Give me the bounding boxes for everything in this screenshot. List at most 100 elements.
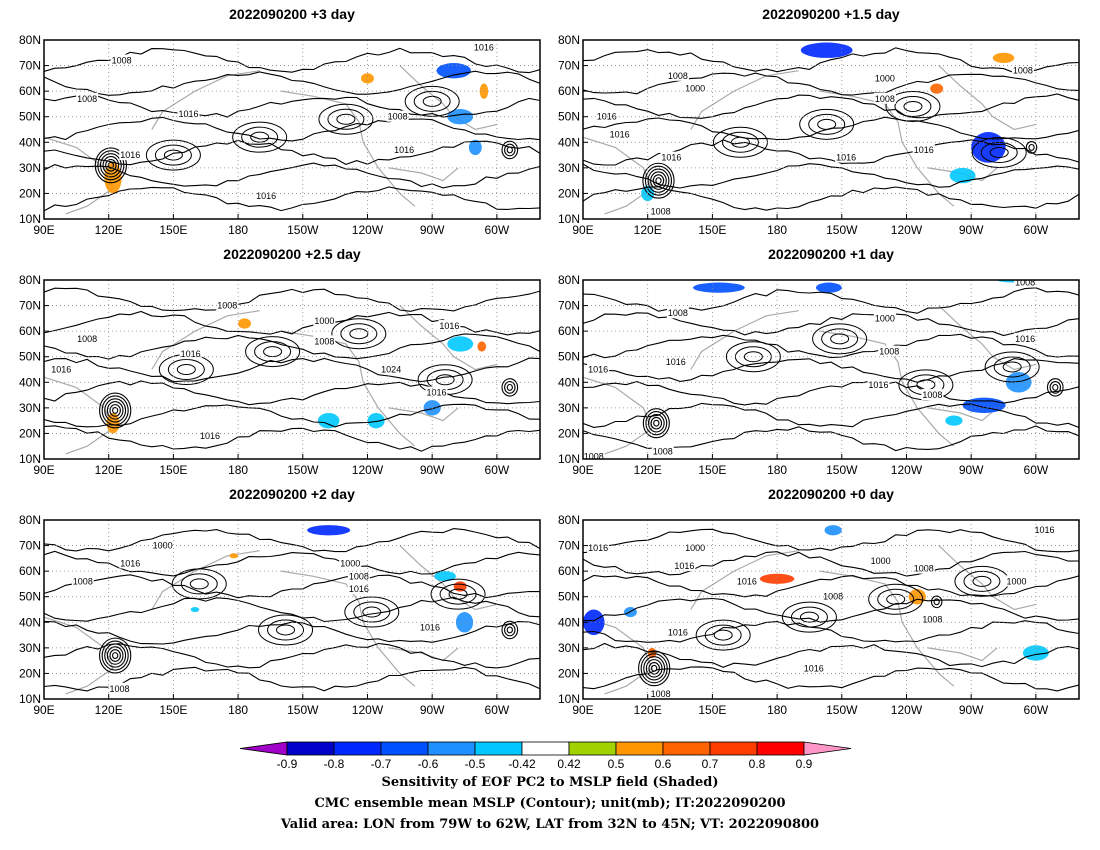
isobar-label: 1000 [871, 556, 891, 566]
colorbar-label: -0.7 [371, 757, 392, 770]
y-tick-label: 70N [19, 59, 41, 73]
closed-isobar [643, 656, 666, 681]
sensitivity-cluster [692, 282, 745, 293]
isobar-line [583, 358, 1079, 383]
closed-isobar [885, 90, 941, 122]
closed-isobar [109, 404, 121, 417]
closed-isobar [344, 596, 400, 628]
x-tick-label: 120W [891, 703, 923, 717]
x-tick-label: 90W [420, 223, 445, 237]
isobar-label: 1008 [651, 206, 671, 216]
isobar-label-bg [873, 72, 896, 84]
sensitivity-cluster [317, 412, 340, 429]
colorbar-box [615, 741, 664, 756]
isobar-label-bg [921, 613, 944, 625]
closed-isobar [504, 381, 516, 394]
isobar-line [44, 95, 540, 118]
panel-title: 2022090200 +1.5 day [762, 6, 900, 22]
sensitivity-cluster [945, 415, 963, 426]
x-tick-label: 120W [891, 223, 923, 237]
x-tick-label: 150W [287, 223, 319, 237]
closed-isobar [652, 174, 665, 187]
isobar-label: 1008 [668, 308, 688, 318]
closed-isobar [506, 146, 513, 154]
y-tick-label: 10N [558, 692, 580, 706]
sensitivity-cluster [468, 139, 482, 156]
closed-isobar [642, 162, 675, 199]
isobar-line [44, 116, 540, 142]
closed-isobar [245, 336, 301, 368]
closed-isobar [644, 165, 673, 196]
isobar-label: 1000 [1006, 576, 1026, 586]
y-tick-label: 80N [19, 273, 41, 287]
panel-title: 2022090200 +0 day [768, 486, 894, 502]
closed-isobar [349, 328, 369, 340]
isobar-line [583, 597, 1079, 623]
sensitivity-cluster [971, 132, 1006, 163]
isobar-label: 1008 [1013, 66, 1033, 76]
isobar-label-bg [71, 575, 94, 587]
closed-isobar [101, 395, 129, 426]
closed-isobar [99, 392, 132, 429]
closed-isobar [653, 419, 660, 427]
closed-isobar [695, 619, 751, 651]
isobar-line [583, 287, 1079, 314]
x-tick-label: 180 [228, 463, 248, 477]
closed-isobar [642, 408, 670, 439]
closed-isobar [362, 606, 382, 618]
closed-isobar [721, 131, 759, 153]
caption-line1: Sensitivity of EOF PC2 to MSLP field (Sh… [381, 775, 719, 790]
y-tick-label: 40N [19, 375, 41, 389]
closed-isobar [638, 650, 671, 687]
isobar-label-bg [835, 151, 858, 163]
y-tick-label: 20N [558, 426, 580, 440]
isobar-label-bg [608, 128, 631, 140]
y-tick-label: 70N [558, 299, 580, 313]
sensitivity-cluster [815, 282, 842, 293]
y-tick-label: 30N [19, 161, 41, 175]
isobar-label-bg [666, 307, 689, 319]
isobar-label-bg [583, 450, 605, 459]
isobar-line [44, 574, 540, 599]
isobar-label-bg [1011, 64, 1034, 76]
sensitivity-cluster [479, 83, 489, 99]
isobar-label: 1016 [120, 558, 140, 568]
x-tick-label: 150W [287, 703, 319, 717]
x-tick-label: 120E [634, 223, 662, 237]
isobar-label-bg [76, 92, 99, 104]
x-tick-label: 90E [572, 223, 593, 237]
closed-isobar [993, 356, 1031, 378]
sensitivity-cluster [800, 42, 853, 58]
map-plot: 1016 1000 1016 1016 1000 1008 1016 1008 1008 1000… [558, 513, 1080, 717]
x-tick-label: 60W [1024, 223, 1049, 237]
y-tick-label: 50N [558, 110, 580, 124]
x-tick-label: 150E [159, 223, 187, 237]
y-tick-label: 30N [19, 401, 41, 415]
isobar-label-bg [651, 445, 674, 457]
x-tick-label: 120W [891, 463, 923, 477]
closed-isobar [340, 323, 378, 345]
isobar-label: 1008 [349, 571, 369, 581]
coastline [690, 550, 799, 610]
panel-title: 2022090200 +1 day [768, 246, 894, 262]
isobar-label: 1016 [1034, 525, 1054, 535]
x-tick-label: 120E [634, 463, 662, 477]
closed-isobar [276, 624, 296, 636]
y-tick-label: 40N [558, 375, 580, 389]
isobar-label: 1008 [914, 564, 934, 574]
closed-isobar [241, 126, 279, 148]
isobar-label-bg [110, 54, 133, 66]
x-tick-label: 150W [826, 703, 858, 717]
y-tick-label: 80N [19, 33, 41, 47]
closed-isobar [781, 601, 837, 633]
isobar-label-bg [313, 335, 336, 347]
closed-isobar [99, 153, 122, 178]
sensitivity-cluster [361, 73, 374, 84]
isobar-line [583, 642, 1079, 668]
isobar-label-bg [119, 149, 142, 161]
isobar-label: 1000 [685, 543, 705, 553]
closed-isobar [877, 588, 915, 610]
sensitivity-cluster [824, 525, 842, 536]
closed-isobar [894, 95, 932, 117]
map-frame [43, 519, 541, 700]
